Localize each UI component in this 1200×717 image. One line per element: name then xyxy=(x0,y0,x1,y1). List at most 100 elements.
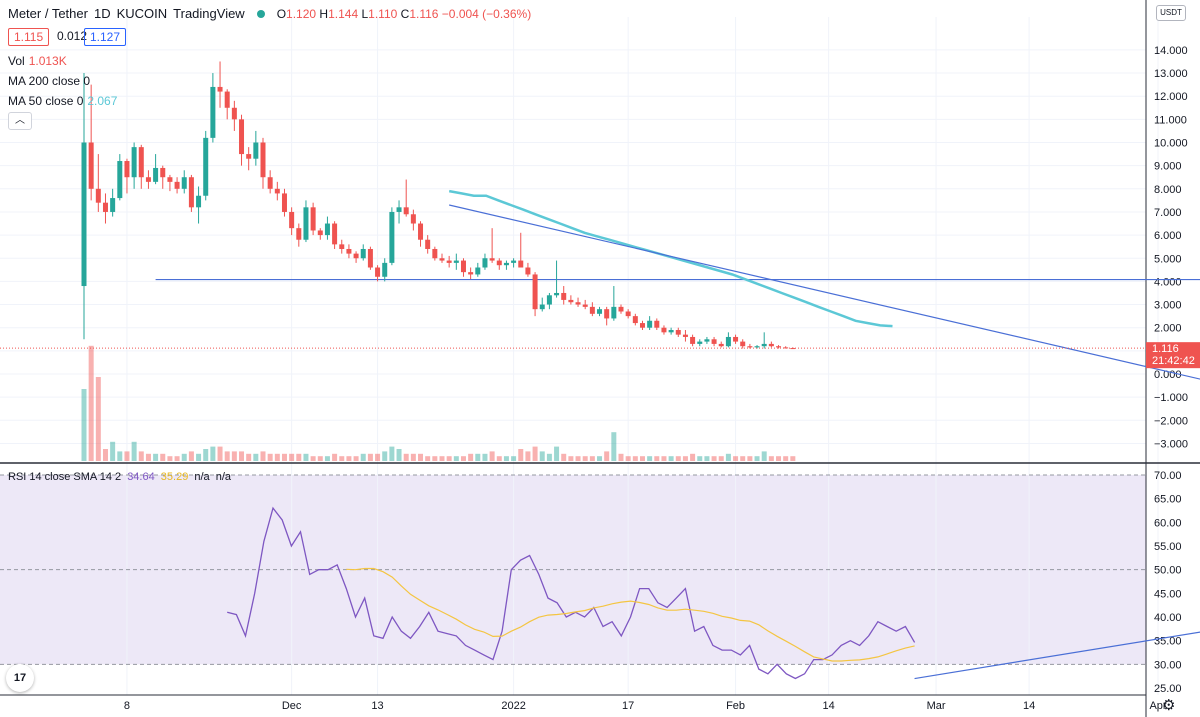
rsi-tick-label: 55.00 xyxy=(1154,541,1182,553)
volume-bar xyxy=(102,449,108,461)
gear-icon[interactable]: ⚙ xyxy=(1162,697,1176,714)
rsi-tick-label: 70.00 xyxy=(1154,470,1182,482)
market-open-icon xyxy=(256,9,265,18)
volume-bar xyxy=(81,389,87,461)
volume-bar xyxy=(310,456,316,461)
volume-bar xyxy=(353,456,359,461)
volume-bar xyxy=(768,456,774,461)
volume-bar xyxy=(88,345,94,461)
candle-body xyxy=(375,267,381,277)
volume-bar xyxy=(117,451,123,461)
volume-bar xyxy=(274,453,280,461)
currency-selector[interactable]: USDT xyxy=(1156,5,1186,21)
candle-body xyxy=(181,177,187,189)
volume-bar xyxy=(690,453,696,461)
candle-body xyxy=(432,248,438,259)
volume-bar xyxy=(546,453,552,461)
volume-bar xyxy=(489,451,495,461)
candle-body xyxy=(446,260,452,263)
candle-body xyxy=(196,195,202,208)
volume-bar xyxy=(654,456,660,461)
volume-bar xyxy=(246,453,252,461)
candle-body xyxy=(711,339,717,344)
volume-bar xyxy=(554,446,560,461)
buy-price-button[interactable]: 1.127 xyxy=(84,28,127,46)
candle-body xyxy=(546,295,552,305)
volume-bar xyxy=(647,456,653,461)
candle-body xyxy=(482,258,488,268)
volume-bar xyxy=(403,453,409,461)
candle-body xyxy=(332,223,338,245)
rsi-tick-label: 60.00 xyxy=(1154,517,1182,529)
candle-body xyxy=(346,248,352,254)
symbol-title[interactable]: Meter / Tether xyxy=(8,6,88,21)
candle-body xyxy=(410,214,416,224)
candle-body xyxy=(496,260,502,266)
volume-bar xyxy=(138,451,144,461)
volume-bar xyxy=(697,456,703,461)
volume-bar xyxy=(725,453,731,461)
volume-bar xyxy=(432,456,438,461)
candle-body xyxy=(167,177,173,182)
volume-bar xyxy=(231,451,237,461)
volume-bar xyxy=(525,451,531,461)
volume-bar xyxy=(382,451,388,461)
volume-bar xyxy=(625,456,631,461)
candle-body xyxy=(439,258,445,261)
volume-legend[interactable]: Vol 1.013K xyxy=(8,54,67,68)
candle-body xyxy=(274,188,280,194)
volume-bar xyxy=(503,456,509,461)
rsi-legend[interactable]: RSI 14 close SMA 14 2 34.64 35.29 n/a n/… xyxy=(8,471,232,483)
candle-body xyxy=(682,334,688,337)
volume-bar xyxy=(611,432,617,461)
volume-bar xyxy=(496,456,502,461)
candle-body xyxy=(396,207,402,212)
volume-bar xyxy=(475,453,481,461)
candle-body xyxy=(389,211,395,263)
candle-body xyxy=(253,142,259,159)
volume-bar xyxy=(439,456,445,461)
candle-body xyxy=(131,147,137,178)
candle-body xyxy=(145,177,151,182)
volume-bar xyxy=(511,456,517,461)
tradingview-logo-icon[interactable]: 17 xyxy=(6,664,34,692)
price-tick-label: 8.000 xyxy=(1154,184,1182,196)
ma200-legend[interactable]: MA 200 close 0 xyxy=(8,74,91,88)
time-tick-label: Mar xyxy=(927,700,946,712)
collapse-legend-button[interactable]: ︿ xyxy=(8,112,32,130)
candle-body xyxy=(783,347,789,349)
ma50-legend[interactable]: MA 50 close 0 2.067 xyxy=(8,94,118,108)
volume-bar xyxy=(482,453,488,461)
candle-body xyxy=(475,267,481,275)
volume-bar xyxy=(418,453,424,461)
interval-label[interactable]: 1D xyxy=(93,6,111,21)
volume-bar xyxy=(267,453,273,461)
sell-price-button[interactable]: 1.115 xyxy=(8,28,50,46)
candle-body xyxy=(360,248,366,259)
volume-bar xyxy=(661,456,667,461)
candle-body xyxy=(160,167,166,178)
candle-body xyxy=(246,154,252,159)
price-tick-label: 5.000 xyxy=(1154,253,1182,265)
candle-body xyxy=(511,260,517,263)
candle-body xyxy=(260,142,266,178)
candle-body xyxy=(647,320,653,328)
volume-bar xyxy=(582,456,588,461)
volume-bar xyxy=(289,453,295,461)
volume-bar xyxy=(468,453,474,461)
candle-body xyxy=(718,343,724,347)
candle-body xyxy=(324,223,330,236)
volume-bar xyxy=(668,456,674,461)
volume-bar xyxy=(446,456,452,461)
volume-bar xyxy=(260,451,266,461)
volume-bar xyxy=(210,446,216,461)
last-price-badge xyxy=(1146,342,1200,369)
candle-body xyxy=(460,260,466,273)
time-tick-label: 13 xyxy=(371,700,383,712)
candle-body xyxy=(124,161,130,178)
ma50-line xyxy=(448,189,893,328)
volume-bar xyxy=(460,456,466,461)
volume-bar xyxy=(740,456,746,461)
candle-body xyxy=(568,299,574,303)
